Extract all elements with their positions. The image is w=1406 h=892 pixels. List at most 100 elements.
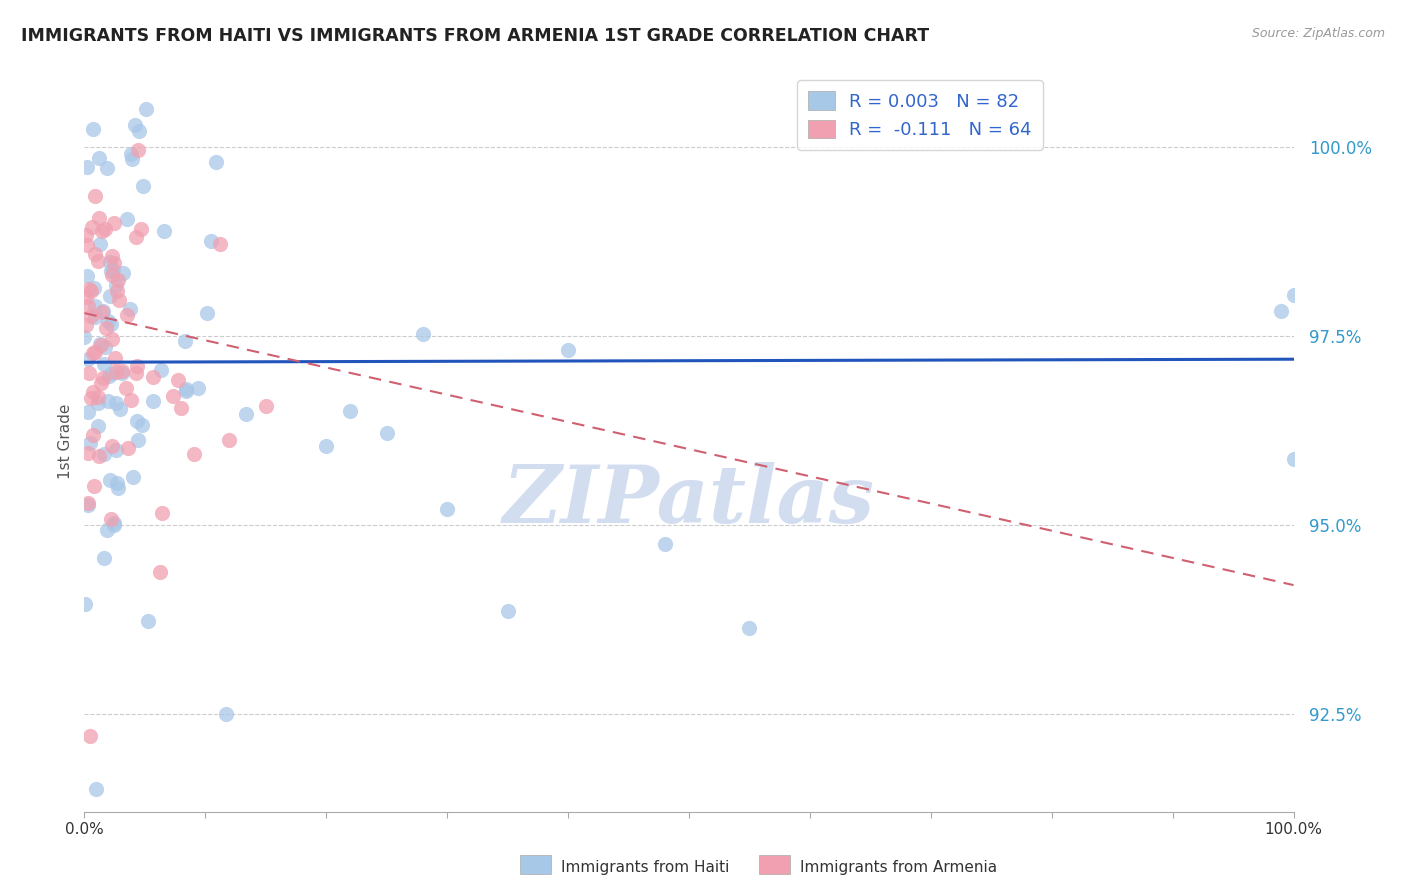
- Point: [80, 391, 103, 405]
- Point: [86, 396, 108, 410]
- Point: [1282, 287, 1305, 301]
- Point: [127, 359, 149, 373]
- Text: IMMIGRANTS FROM HAITI VS IMMIGRANTS FROM ARMENIA 1ST GRADE CORRELATION CHART: IMMIGRANTS FROM HAITI VS IMMIGRANTS FROM…: [21, 27, 929, 45]
- Point: [101, 366, 124, 380]
- Point: [120, 147, 142, 161]
- Point: [82, 121, 104, 136]
- Point: [103, 216, 125, 230]
- Point: [315, 439, 337, 453]
- Point: [142, 369, 165, 384]
- Point: [103, 256, 125, 270]
- Point: [101, 263, 124, 277]
- Point: [98, 289, 121, 303]
- Text: Immigrants from Armenia: Immigrants from Armenia: [800, 860, 997, 874]
- Point: [77, 352, 100, 367]
- Point: [90, 338, 112, 352]
- Point: [97, 368, 120, 383]
- Point: [89, 237, 111, 252]
- Point: [174, 384, 197, 399]
- Point: [100, 512, 122, 526]
- Point: [84, 299, 107, 313]
- Point: [200, 234, 222, 248]
- Point: [1270, 304, 1292, 318]
- Point: [98, 473, 121, 487]
- Point: [129, 222, 152, 236]
- Point: [138, 615, 160, 629]
- Point: [100, 317, 122, 331]
- Point: [115, 308, 138, 322]
- Point: [93, 551, 115, 566]
- Point: [104, 278, 127, 293]
- Text: ZIPatlas: ZIPatlas: [503, 462, 875, 540]
- Point: [91, 371, 114, 385]
- Point: [93, 357, 115, 371]
- Point: [167, 373, 190, 387]
- Point: [135, 102, 157, 116]
- Point: [103, 517, 125, 532]
- Point: [86, 390, 108, 404]
- Point: [117, 441, 139, 455]
- Point: [94, 320, 117, 334]
- Point: [375, 425, 398, 440]
- Point: [107, 273, 129, 287]
- Point: [215, 706, 238, 721]
- Point: [83, 280, 105, 294]
- Point: [77, 446, 100, 460]
- Point: [235, 408, 257, 422]
- Point: [738, 621, 761, 635]
- Point: [77, 366, 100, 380]
- Point: [195, 306, 218, 320]
- Point: [104, 396, 127, 410]
- Point: [79, 729, 101, 743]
- Point: [254, 399, 277, 413]
- Point: [83, 188, 105, 202]
- Point: [94, 222, 117, 236]
- Point: [118, 301, 141, 316]
- Point: [496, 604, 519, 618]
- Point: [162, 389, 184, 403]
- Point: [98, 255, 121, 269]
- Point: [170, 401, 193, 416]
- Legend: R = 0.003   N = 82, R =  -0.111   N = 64: R = 0.003 N = 82, R = -0.111 N = 64: [797, 80, 1043, 150]
- Point: [121, 152, 143, 166]
- Point: [183, 446, 205, 460]
- Point: [128, 124, 150, 138]
- Point: [127, 144, 149, 158]
- Point: [111, 364, 134, 378]
- Point: [218, 433, 240, 447]
- Point: [125, 367, 148, 381]
- Point: [205, 155, 228, 169]
- Point: [173, 334, 195, 348]
- Point: [111, 366, 134, 380]
- Point: [436, 501, 458, 516]
- Point: [73, 330, 96, 344]
- Point: [77, 282, 100, 296]
- Point: [150, 506, 173, 520]
- Point: [79, 309, 101, 323]
- Point: [75, 597, 97, 611]
- Point: [100, 268, 122, 283]
- Point: [105, 476, 128, 491]
- Point: [93, 447, 115, 461]
- Point: [82, 346, 104, 360]
- Point: [76, 498, 98, 512]
- Point: [114, 381, 136, 395]
- Point: [125, 413, 148, 427]
- Point: [76, 496, 98, 510]
- Point: [90, 376, 112, 391]
- Point: [91, 224, 114, 238]
- Point: [101, 439, 124, 453]
- Point: [76, 299, 98, 313]
- Point: [82, 385, 104, 400]
- Point: [84, 782, 107, 797]
- Point: [120, 392, 142, 407]
- Point: [339, 404, 361, 418]
- Point: [132, 178, 155, 193]
- Point: [115, 211, 138, 226]
- Point: [87, 211, 110, 225]
- Point: [87, 449, 110, 463]
- Point: [79, 435, 101, 450]
- Point: [87, 254, 110, 268]
- Point: [125, 229, 148, 244]
- Point: [96, 523, 118, 537]
